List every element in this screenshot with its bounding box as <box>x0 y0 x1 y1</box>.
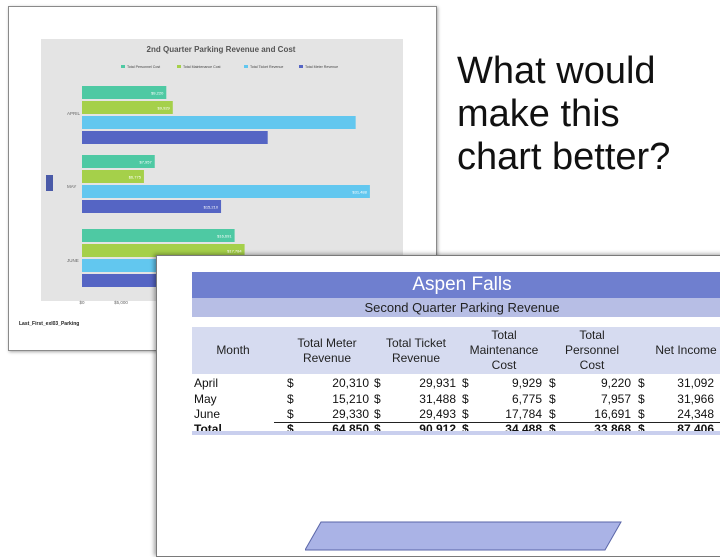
axis-title-badge <box>46 175 53 191</box>
cell-currency: $ <box>549 422 556 436</box>
bar <box>82 244 245 257</box>
cell-net: 31,966 <box>677 391 714 406</box>
cell-month: May <box>194 391 217 406</box>
bar <box>82 170 144 183</box>
chart-title: 2nd Quarter Parking Revenue and Cost <box>147 45 296 54</box>
total-rule <box>274 422 720 423</box>
sheet-title: Aspen Falls <box>192 272 720 298</box>
cell-month: April <box>194 376 219 390</box>
table-row: June $29,330 $29,493 $17,784 $16,691 $24,348 <box>192 407 720 422</box>
legend-swatch <box>121 65 125 68</box>
bar <box>82 155 155 168</box>
bar-data-label: $16,691 <box>217 234 232 239</box>
cell-ticket: 29,931 <box>419 376 456 390</box>
question-line-3: chart better? <box>457 136 671 178</box>
cell-pers: 16,691 <box>594 407 631 421</box>
cell-currency: $ <box>287 376 294 390</box>
cell-maint: 6,775 <box>511 391 542 406</box>
category-label: APRIL <box>67 111 81 116</box>
bar <box>82 229 235 242</box>
chart-x-ticks: $0 $5,000 <box>79 300 128 305</box>
cell-currency: $ <box>638 376 645 390</box>
sheet-subtitle: Second Quarter Parking Revenue <box>192 298 720 317</box>
bar-data-label: $9,220 <box>151 91 164 96</box>
cell-currency: $ <box>462 391 469 406</box>
cell-currency: $ <box>374 391 381 406</box>
bar-data-label: $9,929 <box>158 106 171 111</box>
cell-currency: $ <box>374 422 381 436</box>
bar <box>82 200 222 213</box>
cell-currency: $ <box>638 422 645 436</box>
cell-maint: 9,929 <box>511 376 542 390</box>
bar-data-label: $15,210 <box>204 205 219 210</box>
spreadsheet-screenshot: Aspen Falls Second Quarter Parking Reven… <box>156 255 720 557</box>
cell-month: June <box>194 407 221 421</box>
trapezoid-shape <box>305 521 622 551</box>
bar <box>82 131 268 144</box>
legend-label: Total Meter Revenue <box>305 65 338 69</box>
cell-currency: $ <box>462 407 469 421</box>
header-net-income: Net Income <box>655 343 717 357</box>
cell-ticket: 31,488 <box>419 391 456 406</box>
bar-data-label: $7,957 <box>140 160 153 165</box>
legend-swatch <box>244 65 248 68</box>
cell-currency: $ <box>549 407 556 421</box>
cell-meter: 20,310 <box>332 376 369 390</box>
cell-currency: $ <box>462 422 469 436</box>
cell-currency: $ <box>638 391 645 406</box>
chart-category-labels: JUNE MAY APRIL <box>67 111 81 263</box>
bar <box>82 86 167 99</box>
cell-ticket: 29,493 <box>419 407 456 421</box>
legend-swatch <box>299 65 303 68</box>
legend-swatch <box>177 65 181 68</box>
bar-data-label: $31,488 <box>352 190 367 195</box>
legend-label: Total Ticket Revenue <box>250 65 283 69</box>
bar <box>82 116 356 129</box>
cell-pers: 9,220 <box>600 376 631 390</box>
table-row: May $15,210 $31,488 $6,775 $7,957 $31,966 <box>192 392 720 407</box>
bar <box>82 185 370 198</box>
x-tick-label: $5,000 <box>114 300 128 305</box>
question-line-2: make this <box>457 93 620 135</box>
slide-question: What would make this chart better? <box>457 50 707 179</box>
header-ticket-revenue: Total Ticket Revenue <box>385 335 447 365</box>
cell-currency: $ <box>287 391 294 406</box>
cell-meter: 15,210 <box>332 391 369 406</box>
x-tick-label: $0 <box>79 300 85 305</box>
cell-currency: $ <box>549 376 556 390</box>
total-band <box>192 431 720 435</box>
chart-legend: Total Personnel Cost Total Maintenance Co… <box>121 65 338 69</box>
cell-currency: $ <box>638 407 645 421</box>
bar <box>82 101 173 114</box>
header-maintenance-cost: Total Maintenance Cost <box>469 328 539 372</box>
table-row: April $20,310 $29,931 $9,929 $9,220 $31,092 <box>192 376 720 391</box>
cell-net: 31,092 <box>677 376 714 390</box>
cell-maint: 17,784 <box>505 407 542 421</box>
header-meter-revenue: Total Meter Revenue <box>297 335 357 365</box>
cell-net: 24,348 <box>677 407 714 421</box>
cell-currency: $ <box>287 422 294 436</box>
table-header: Month Total Meter Revenue Total Ticket Rev… <box>192 327 720 374</box>
category-label: MAY <box>67 184 76 189</box>
chart-file-label: Last_First_exI03_Parking <box>19 321 79 327</box>
category-label: JUNE <box>67 258 79 263</box>
bar-data-label: $6,775 <box>129 175 142 180</box>
cell-pers: 7,957 <box>600 391 631 406</box>
question-line-1: What would <box>457 50 656 92</box>
legend-label: Total Personnel Cost <box>127 65 160 69</box>
cell-currency: $ <box>462 376 469 390</box>
header-personnel-cost: Total Personnel Cost <box>564 328 620 372</box>
cell-currency: $ <box>549 391 556 406</box>
cell-currency: $ <box>374 407 381 421</box>
legend-label: Total Maintenance Cost <box>183 65 221 69</box>
cell-currency: $ <box>374 376 381 390</box>
header-month: Month <box>216 343 250 357</box>
bar-data-label: $17,784 <box>227 249 242 254</box>
cell-meter: 29,330 <box>332 407 369 421</box>
cell-currency: $ <box>287 407 294 421</box>
